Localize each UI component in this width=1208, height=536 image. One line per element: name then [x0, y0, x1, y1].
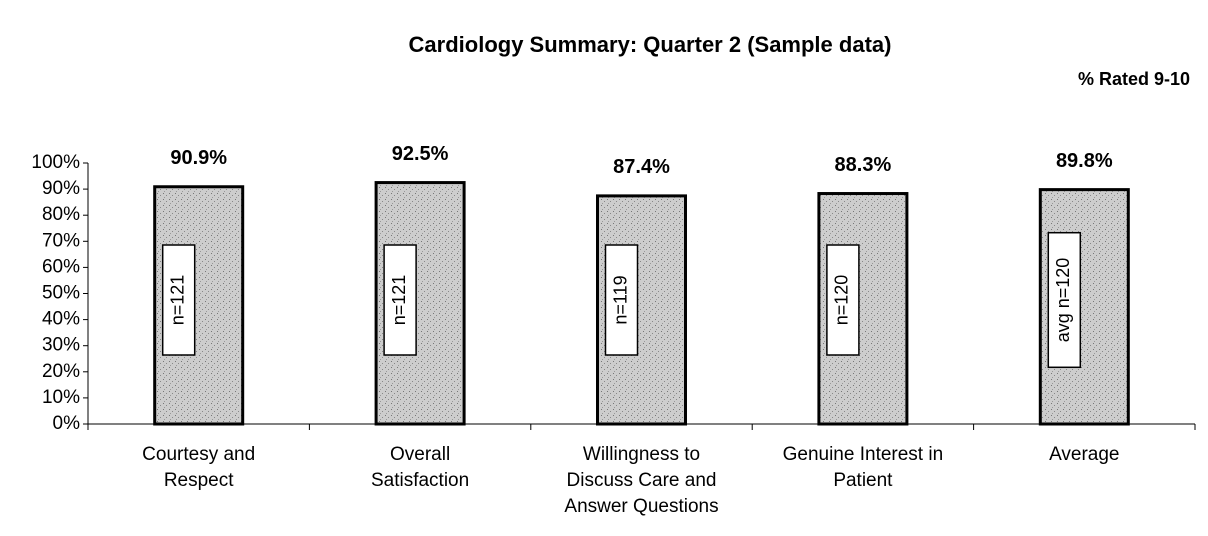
value-label: 89.8%: [1056, 150, 1113, 172]
value-label: 90.9%: [170, 147, 227, 169]
n-label: n=119: [610, 275, 630, 324]
n-annotation: n=120: [826, 244, 860, 356]
n-label: n=121: [167, 275, 187, 326]
x-tick-label: Average: [1049, 444, 1120, 465]
y-tick-label: 90%: [42, 178, 80, 199]
y-tick-label: 40%: [42, 309, 80, 330]
x-tick-label: Overall Satisfaction: [370, 444, 470, 491]
n-label: avg n=120: [1053, 258, 1073, 343]
x-tick-label: Courtesy and Respect: [142, 444, 256, 491]
value-label: 88.3%: [835, 154, 892, 176]
n-box: [1047, 231, 1082, 369]
n-annotation: n=119: [604, 244, 639, 356]
value-label: 92.5%: [392, 143, 449, 165]
y-tick-label: 60%: [42, 256, 80, 277]
n-label: n=120: [832, 275, 852, 326]
y-tick-label: 0%: [53, 413, 81, 434]
y-tick-label: 30%: [42, 335, 80, 356]
n-annotation: avg n=120: [1047, 231, 1082, 369]
y-tick-label: 70%: [42, 230, 80, 251]
y-tick-label: 80%: [42, 204, 80, 225]
n-annotation: n=121: [383, 244, 417, 356]
y-tick-label: 20%: [42, 361, 80, 382]
n-box: [826, 244, 860, 356]
chart-subtitle: % Rated 9-10: [1078, 69, 1190, 89]
y-tick-label: 10%: [42, 387, 80, 408]
n-annotation: n=121: [161, 244, 196, 356]
chart-title: Cardiology Summary: Quarter 2 (Sample da…: [409, 32, 892, 57]
n-box: [383, 244, 417, 356]
x-tick-label: Willingness to Discuss Care and Answer Q…: [564, 444, 719, 517]
y-tick-label: 50%: [42, 283, 80, 304]
x-tick-label: Genuine Interest in Patient: [782, 444, 944, 491]
value-label: 87.4%: [613, 156, 670, 178]
bar: [153, 185, 245, 426]
n-box: [161, 244, 196, 356]
n-box: [604, 244, 639, 356]
n-label: n=121: [389, 275, 409, 326]
y-tick-label: 100%: [31, 152, 80, 173]
